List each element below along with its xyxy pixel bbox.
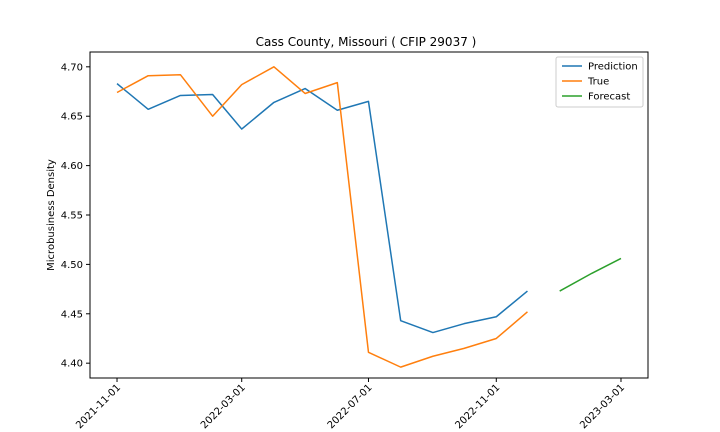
y-tick-label: 4.55 <box>61 211 83 222</box>
x-tick-label: 2021-11-01 <box>74 382 123 431</box>
y-axis: 4.40 4.45 4.50 4.55 4.60 4.65 4.70 <box>61 62 90 370</box>
x-tick-label: 2023-03-01 <box>578 382 627 431</box>
y-tick-label: 4.40 <box>61 359 83 370</box>
series-line-true <box>116 66 528 368</box>
y-tick-label: 4.45 <box>61 309 83 320</box>
chart-title: Cass County, Missouri ( CFIP 29037 ) <box>256 35 477 49</box>
legend-label-true: True <box>587 77 609 88</box>
series-lines <box>116 66 622 368</box>
y-tick-label: 4.70 <box>61 62 83 73</box>
y-axis-label: Microbusiness Density <box>46 159 57 271</box>
y-tick-label: 4.50 <box>61 260 83 271</box>
y-tick-label: 4.65 <box>61 112 83 123</box>
x-tick-label: 2022-11-01 <box>454 382 503 431</box>
x-tick-label: 2022-07-01 <box>326 382 375 431</box>
x-axis: 2021-11-01 2022-03-01 2022-07-01 2022-11-01… <box>74 378 627 431</box>
legend-label-prediction: Prediction <box>588 62 638 73</box>
legend-box <box>555 56 644 108</box>
x-tick-label: 2022-03-01 <box>199 382 248 431</box>
legend-label-forecast: Forecast <box>588 92 630 103</box>
y-tick-label: 4.60 <box>61 161 83 172</box>
legend: Prediction True Forecast <box>555 56 644 108</box>
series-line-forecast <box>559 257 622 292</box>
series-line-prediction <box>116 83 528 334</box>
